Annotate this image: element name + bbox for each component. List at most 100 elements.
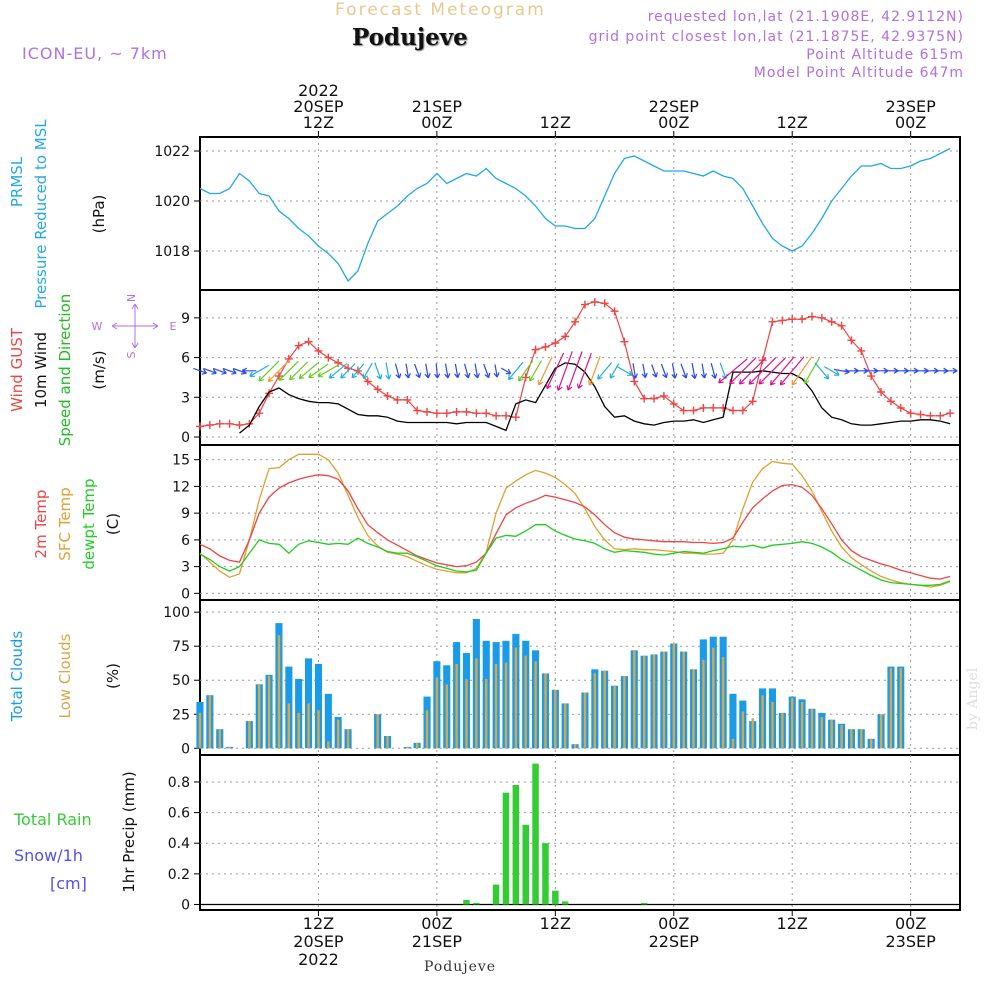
wind-direction-arrow bbox=[444, 363, 451, 379]
y-tick-label: 100 bbox=[163, 605, 190, 621]
snow-label: Snow/1h bbox=[14, 846, 83, 865]
grid-point-coordinates: grid point closest lon,lat (21.1875E, 42… bbox=[588, 29, 964, 45]
low-cloud-bar bbox=[840, 725, 843, 749]
bottom-time-label: 12Z bbox=[540, 914, 571, 933]
gust-marker bbox=[807, 312, 816, 321]
bottom-time-label: 12Z bbox=[777, 914, 808, 933]
wind-direction-arrow bbox=[616, 365, 633, 376]
gust-marker bbox=[452, 407, 461, 416]
low-cloud-bar bbox=[504, 662, 508, 749]
low-cloud-bar bbox=[583, 692, 587, 749]
wind-direction-arrow bbox=[404, 363, 411, 379]
gust-marker bbox=[798, 315, 807, 324]
pressure-axis-label: PRMSL bbox=[8, 156, 26, 207]
total-clouds-axis-label: Total Clouds bbox=[8, 631, 26, 723]
gust-marker bbox=[926, 411, 935, 420]
precip-axis-label: 1hr Precip (mm) bbox=[120, 771, 138, 892]
gust-marker bbox=[215, 419, 224, 428]
gust-marker bbox=[679, 406, 688, 415]
sfc-temp-axis-label: SFC Temp bbox=[56, 487, 74, 560]
wind-direction-arrow bbox=[414, 363, 422, 379]
panel-frame bbox=[199, 444, 961, 601]
low-cloud-bar bbox=[445, 684, 448, 749]
bottom-time-label: 00Z bbox=[895, 914, 926, 933]
compass-east: E bbox=[170, 320, 177, 333]
bottom-time-label: 00Z bbox=[658, 914, 689, 933]
rain-bar bbox=[463, 899, 470, 905]
low-cloud-bar bbox=[643, 655, 646, 749]
watermark: by Angel bbox=[965, 667, 981, 730]
low-cloud-bar bbox=[692, 669, 695, 749]
wind-direction-arrow bbox=[289, 361, 309, 381]
low-cloud-bar bbox=[899, 668, 902, 749]
gust-marker bbox=[314, 346, 323, 355]
compass-west: W bbox=[92, 320, 103, 333]
wind-direction-arrow bbox=[317, 364, 339, 378]
wind-direction-arrow bbox=[518, 360, 534, 382]
rain-bar bbox=[473, 902, 480, 905]
point-altitude: Point Altitude 615m bbox=[806, 47, 964, 63]
wind-direction-arrow bbox=[473, 363, 480, 379]
wind-direction-arrow bbox=[362, 362, 373, 379]
gust-marker bbox=[620, 337, 629, 346]
wind-direction-arrow bbox=[680, 363, 688, 379]
gust-marker bbox=[265, 389, 274, 398]
y-tick-label: 0.6 bbox=[168, 806, 190, 822]
gust-marker bbox=[294, 341, 303, 350]
gust-marker bbox=[423, 407, 432, 416]
low-cloud-bar bbox=[672, 643, 675, 749]
gust-marker bbox=[324, 353, 333, 362]
gust-marker bbox=[886, 397, 895, 406]
gust-marker bbox=[235, 421, 244, 430]
low-cloud-bar bbox=[534, 661, 537, 749]
rain-bar bbox=[492, 884, 500, 905]
gust-marker bbox=[393, 395, 402, 404]
low-cloud-bar bbox=[524, 655, 527, 749]
gust-marker bbox=[738, 406, 747, 415]
low-cloud-bar bbox=[258, 684, 261, 749]
y-tick-label: 0 bbox=[181, 741, 190, 757]
gust-marker bbox=[492, 411, 501, 420]
gust-marker bbox=[442, 409, 451, 418]
wind-direction-arrow bbox=[385, 362, 392, 380]
dewpoint-line bbox=[199, 524, 951, 586]
gust-marker bbox=[857, 346, 866, 355]
low-cloud-bar bbox=[682, 651, 685, 749]
low-cloud-bar bbox=[830, 719, 833, 749]
gust-marker bbox=[877, 388, 886, 396]
y-tick-label: 50 bbox=[172, 673, 190, 689]
wind-direction-arrow bbox=[340, 363, 356, 379]
gust-marker bbox=[205, 421, 214, 430]
wind-direction-arrow bbox=[748, 356, 777, 385]
gust-marker bbox=[413, 406, 422, 415]
y-tick-label: 12 bbox=[172, 479, 190, 495]
low-cloud-bar bbox=[386, 736, 389, 749]
gust-marker bbox=[255, 409, 264, 418]
low-cloud-bar bbox=[771, 702, 774, 749]
low-cloud-bar bbox=[337, 719, 340, 749]
low-cloud-bar bbox=[879, 714, 883, 749]
wind-direction-arrow bbox=[791, 356, 813, 386]
wind-direction-arrow bbox=[576, 352, 592, 389]
bottom-time-label: 23SEP bbox=[886, 932, 937, 951]
rain-bar bbox=[561, 901, 569, 905]
gust-marker bbox=[472, 409, 481, 418]
meteogram-title: Forecast Meteogram bbox=[335, 0, 546, 20]
wind-direction-arrow bbox=[823, 366, 840, 376]
wind-direction-arrow bbox=[738, 357, 767, 385]
top-time-label: 22SEP bbox=[649, 97, 700, 116]
low-cloud-bar bbox=[248, 721, 251, 749]
low-cloud-bar bbox=[514, 647, 518, 749]
pressure-axis-label: Pressure Reduced to MSL bbox=[32, 119, 50, 309]
wind-direction-arrow bbox=[651, 364, 658, 378]
y-tick-label: 3 bbox=[181, 560, 190, 576]
low-cloud-bar bbox=[702, 659, 705, 749]
top-time-label: 00Z bbox=[895, 113, 926, 132]
low-cloud-bar bbox=[751, 718, 754, 749]
y-tick-label: 1018 bbox=[154, 244, 190, 260]
sfc-temp-line bbox=[199, 453, 951, 588]
y-tick-label: 75 bbox=[172, 639, 190, 655]
wind-direction-arrow bbox=[258, 360, 280, 382]
wind-direction-arrow bbox=[710, 363, 718, 379]
panel-frame bbox=[199, 754, 961, 911]
